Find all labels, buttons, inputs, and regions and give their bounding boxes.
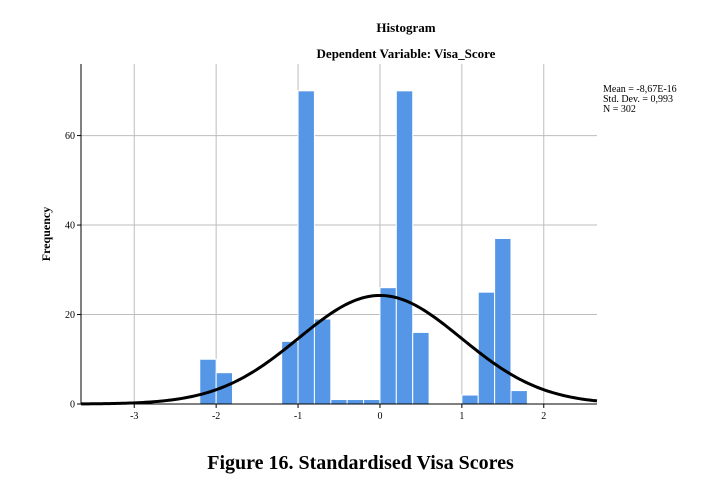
y-axis-ticks: 0 20 40 60 <box>65 131 81 411</box>
x-tick-label: -2 <box>212 411 220 422</box>
y-tick-label: 0 <box>70 400 75 411</box>
histogram-bar <box>510 390 528 405</box>
histogram-bar <box>379 287 397 405</box>
histogram-bar <box>461 394 479 405</box>
histogram-bar <box>313 318 332 405</box>
histogram-bar <box>363 399 381 405</box>
histogram-bar <box>297 90 315 405</box>
stats-n: N = 302 <box>603 104 636 115</box>
stats-mean: Mean = -8,67E-16 <box>603 84 677 95</box>
x-tick-label: -3 <box>130 411 138 422</box>
histogram-bar <box>412 331 430 405</box>
histogram-bar <box>395 90 414 405</box>
chart-title: Histogram <box>376 20 435 35</box>
histogram-bar <box>330 399 348 405</box>
figure-caption: Figure 16. Standardised Visa Scores <box>207 452 514 474</box>
normal-curve <box>80 293 598 406</box>
histogram-bars <box>199 90 528 405</box>
y-axis-label: Frequency <box>39 207 53 261</box>
stats-sd: Std. Dev. = 0,993 <box>603 94 673 105</box>
y-tick-label: 20 <box>65 310 75 321</box>
histogram-bar <box>346 399 365 405</box>
chart-subtitle: Dependent Variable: Visa_Score <box>317 46 496 61</box>
histogram-bar <box>477 291 496 405</box>
histogram-bar <box>199 358 217 405</box>
x-tick-label: -1 <box>294 411 302 422</box>
histogram-chart: Histogram Dependent Variable: Visa_Score… <box>39 20 677 422</box>
x-axis-ticks: -3 -2 -1 0 1 2 <box>130 404 546 422</box>
grid-lines <box>81 64 597 405</box>
x-tick-label: 1 <box>459 411 464 422</box>
x-tick-label: 2 <box>541 411 546 422</box>
y-tick-label: 40 <box>65 221 75 232</box>
y-tick-label: 60 <box>65 131 75 142</box>
x-tick-label: 0 <box>377 411 382 422</box>
plot-frame <box>80 64 597 405</box>
histogram-bar <box>494 237 512 405</box>
